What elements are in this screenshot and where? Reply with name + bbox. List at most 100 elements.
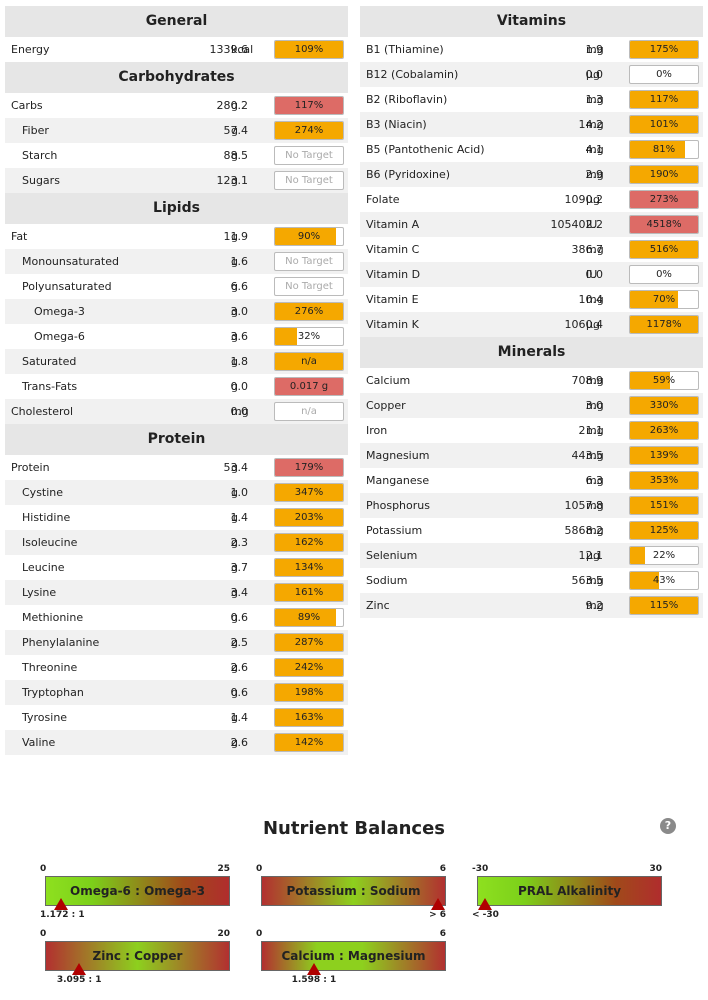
nutrient-row-potassium[interactable]: Potassium 5868.2 mg 125% bbox=[360, 518, 703, 543]
help-icon[interactable]: ? bbox=[660, 818, 676, 834]
nutrient-row-leucine[interactable]: Leucine 3.7 g 134% bbox=[5, 555, 348, 580]
nutrient-row-vitamin-k[interactable]: Vitamin K 1060.4 µg 1178% bbox=[360, 312, 703, 337]
nutrient-row-saturated[interactable]: Saturated 1.8 g n/a bbox=[5, 349, 348, 374]
nutrient-unit: g bbox=[231, 561, 238, 574]
gauge-bar[interactable]: Calcium : Magnesium bbox=[261, 941, 446, 971]
nutrient-row-tryptophan[interactable]: Tryptophan 0.6 g 198% bbox=[5, 680, 348, 705]
nutrient-row-b5-pantothenic-acid[interactable]: B5 (Pantothenic Acid) 4.1 mg 81% bbox=[360, 137, 703, 162]
nutrient-name: B3 (Niacin) bbox=[366, 118, 427, 131]
nutrient-row-sodium[interactable]: Sodium 563.5 mg 43% bbox=[360, 568, 703, 593]
nutrient-row-b6-pyridoxine[interactable]: B6 (Pyridoxine) 2.9 mg 190% bbox=[360, 162, 703, 187]
nutrient-amount: 88.5 bbox=[223, 149, 249, 162]
nutrient-row-lysine[interactable]: Lysine 3.4 g 161% bbox=[5, 580, 348, 605]
nutrient-row-magnesium[interactable]: Magnesium 443.5 mg 139% bbox=[360, 443, 703, 468]
nutrient-unit: µg bbox=[586, 68, 600, 81]
nutrient-row-polyunsaturated[interactable]: Polyunsaturated 6.6 g No Target bbox=[5, 274, 348, 299]
nutrient-amount: 12.1 bbox=[578, 549, 604, 562]
gauge-bar[interactable]: PRAL Alkalinity bbox=[477, 876, 662, 906]
gauge-marker-icon bbox=[53, 898, 68, 910]
nutrient-row-vitamin-a[interactable]: Vitamin A 105402.2 IU 4518% bbox=[360, 212, 703, 237]
nutrient-row-omega-6[interactable]: Omega-6 3.6 g 32% bbox=[5, 324, 348, 349]
target-progress-bar: 203% bbox=[274, 508, 344, 527]
nutrient-row-isoleucine[interactable]: Isoleucine 2.3 g 162% bbox=[5, 530, 348, 555]
nutrient-name: Omega-3 bbox=[34, 305, 85, 318]
nutrient-row-zinc[interactable]: Zinc 9.2 mg 115% bbox=[360, 593, 703, 618]
gauge-bar[interactable]: Potassium : Sodium bbox=[261, 876, 446, 906]
target-progress-fill bbox=[630, 572, 660, 589]
target-percent-label: 0% bbox=[656, 69, 672, 80]
gauge-bar[interactable]: Zinc : Copper bbox=[45, 941, 230, 971]
target-progress-fill bbox=[630, 116, 698, 133]
nutrient-row-phenylalanine[interactable]: Phenylalanine 2.5 g 287% bbox=[5, 630, 348, 655]
gauge-bar[interactable]: Omega-6 : Omega-3 bbox=[45, 876, 230, 906]
gauge-value-label: 1.172 : 1 bbox=[40, 910, 85, 920]
nutrient-unit: mg bbox=[586, 449, 604, 462]
nutrient-amount: 563.5 bbox=[571, 574, 604, 587]
target-percent-label: 163% bbox=[294, 712, 324, 723]
nutrient-row-vitamin-e[interactable]: Vitamin E 10.4 mg 70% bbox=[360, 287, 703, 312]
nutrient-row-b12-cobalamin[interactable]: B12 (Cobalamin) 0.0 µg 0% bbox=[360, 62, 703, 87]
nutrient-amount: 386.7 bbox=[571, 243, 604, 256]
nutrient-amount: 1339.6 bbox=[209, 43, 249, 56]
gauge-min-label: 0 bbox=[40, 929, 47, 939]
target-progress-bar: 347% bbox=[274, 483, 344, 502]
nutrient-row-fat[interactable]: Fat 11.9 g 90% bbox=[5, 224, 348, 249]
nutrient-unit: µg bbox=[586, 193, 600, 206]
target-percent-label: 59% bbox=[652, 375, 676, 386]
target-progress-bar: No Target bbox=[274, 277, 344, 296]
target-percent-label: 0% bbox=[656, 269, 672, 280]
nutrient-row-trans-fats[interactable]: Trans-Fats 0.0 g 0.017 g bbox=[5, 374, 348, 399]
target-progress-bar: 70% bbox=[629, 290, 699, 309]
nutrient-row-fiber[interactable]: Fiber 57.4 g 274% bbox=[5, 118, 348, 143]
target-progress-fill bbox=[275, 378, 343, 395]
nutrient-row-selenium[interactable]: Selenium 12.1 µg 22% bbox=[360, 543, 703, 568]
nutrient-row-folate[interactable]: Folate 1090.2 µg 273% bbox=[360, 187, 703, 212]
nutrient-unit: kcal bbox=[231, 43, 254, 56]
nutrient-unit: IU bbox=[586, 268, 598, 281]
nutrient-row-cystine[interactable]: Cystine 1.0 g 347% bbox=[5, 480, 348, 505]
target-progress-bar: 115% bbox=[629, 596, 699, 615]
nutrient-row-carbs[interactable]: Carbs 280.2 g 117% bbox=[5, 93, 348, 118]
nutrient-row-histidine[interactable]: Histidine 1.4 g 203% bbox=[5, 505, 348, 530]
nutrient-name: Carbs bbox=[11, 99, 43, 112]
target-percent-label: 242% bbox=[294, 662, 324, 673]
nutrient-row-threonine[interactable]: Threonine 2.6 g 242% bbox=[5, 655, 348, 680]
nutrient-row-b3-niacin[interactable]: B3 (Niacin) 14.2 mg 101% bbox=[360, 112, 703, 137]
nutrient-row-tyrosine[interactable]: Tyrosine 1.4 g 163% bbox=[5, 705, 348, 730]
nutrient-row-vitamin-d[interactable]: Vitamin D 0.0 IU 0% bbox=[360, 262, 703, 287]
nutrient-name: Cystine bbox=[22, 486, 64, 499]
nutrient-amount: 1.4 bbox=[230, 511, 249, 524]
nutrient-row-iron[interactable]: Iron 21.1 mg 263% bbox=[360, 418, 703, 443]
balance-gauge-zinc-copper: 0 20 Zinc : Copper 3.095 : 1 bbox=[40, 929, 230, 989]
nutrient-row-b1-thiamine[interactable]: B1 (Thiamine) 1.9 mg 175% bbox=[360, 37, 703, 62]
nutrient-amount: 105402.2 bbox=[550, 218, 604, 231]
nutrient-row-copper[interactable]: Copper 3.0 mg 330% bbox=[360, 393, 703, 418]
nutrient-row-calcium[interactable]: Calcium 708.9 mg 59% bbox=[360, 368, 703, 393]
target-percent-label: 274% bbox=[294, 125, 324, 136]
target-progress-bar: 242% bbox=[274, 658, 344, 677]
nutrient-row-vitamin-c[interactable]: Vitamin C 386.7 mg 516% bbox=[360, 237, 703, 262]
nutrient-row-sugars[interactable]: Sugars 123.1 g No Target bbox=[5, 168, 348, 193]
section-header-minerals: Minerals bbox=[360, 337, 703, 368]
nutrient-row-starch[interactable]: Starch 88.5 g No Target bbox=[5, 143, 348, 168]
nutrient-row-omega-3[interactable]: Omega-3 3.0 g 276% bbox=[5, 299, 348, 324]
nutrient-unit: mg bbox=[231, 405, 249, 418]
target-progress-fill bbox=[275, 353, 343, 370]
target-progress-fill bbox=[630, 41, 698, 58]
nutrient-amount: 11.9 bbox=[223, 230, 249, 243]
nutrient-row-valine[interactable]: Valine 2.6 g 142% bbox=[5, 730, 348, 755]
target-progress-fill bbox=[275, 609, 336, 626]
nutrient-row-monounsaturated[interactable]: Monounsaturated 1.6 g No Target bbox=[5, 249, 348, 274]
nutrient-amount: 2.9 bbox=[585, 168, 604, 181]
nutrient-row-protein[interactable]: Protein 53.4 g 179% bbox=[5, 455, 348, 480]
nutrient-row-methionine[interactable]: Methionine 0.6 g 89% bbox=[5, 605, 348, 630]
nutrient-amount: 4.1 bbox=[585, 143, 604, 156]
target-progress-bar: 22% bbox=[629, 546, 699, 565]
nutrient-amount: 2.6 bbox=[230, 736, 249, 749]
target-progress-fill bbox=[630, 397, 698, 414]
nutrient-row-energy[interactable]: Energy 1339.6 kcal 109% bbox=[5, 37, 348, 62]
nutrient-row-cholesterol[interactable]: Cholesterol 0.0 mg n/a bbox=[5, 399, 348, 424]
nutrient-row-manganese[interactable]: Manganese 6.3 mg 353% bbox=[360, 468, 703, 493]
nutrient-row-b2-riboflavin[interactable]: B2 (Riboflavin) 1.3 mg 117% bbox=[360, 87, 703, 112]
nutrient-row-phosphorus[interactable]: Phosphorus 1057.8 mg 151% bbox=[360, 493, 703, 518]
